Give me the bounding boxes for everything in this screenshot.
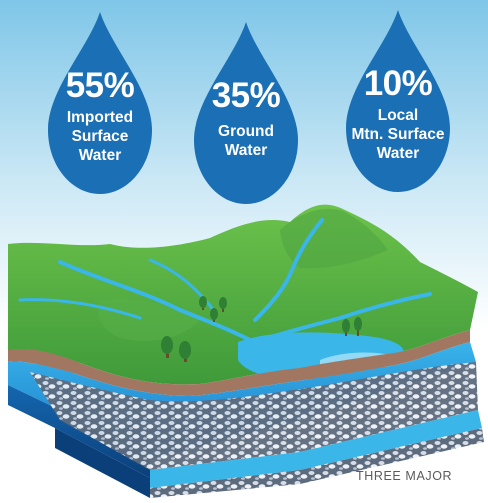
water-drop-icon xyxy=(346,10,450,192)
water-drop-icon xyxy=(48,12,152,194)
drop-imported-surface-water: 55% Imported Surface Water xyxy=(40,8,160,198)
drop-percent: 35% xyxy=(211,76,281,115)
drop-label: Ground Water xyxy=(218,123,274,159)
water-drop-icon xyxy=(194,22,298,204)
tree-icon xyxy=(161,296,362,362)
drop-label: Imported Surface Water xyxy=(66,109,134,164)
drop-percent: 10% xyxy=(363,64,433,103)
caption-text: THREE MAJOR xyxy=(356,469,453,483)
drop-label: Local Mtn. Surface Water xyxy=(351,107,445,162)
drop-local-mtn-surface-water: 10% Local Mtn. Surface Water xyxy=(338,6,458,196)
drop-ground-water: 35% Ground Water xyxy=(186,18,306,208)
drop-percent: 55% xyxy=(65,66,135,105)
